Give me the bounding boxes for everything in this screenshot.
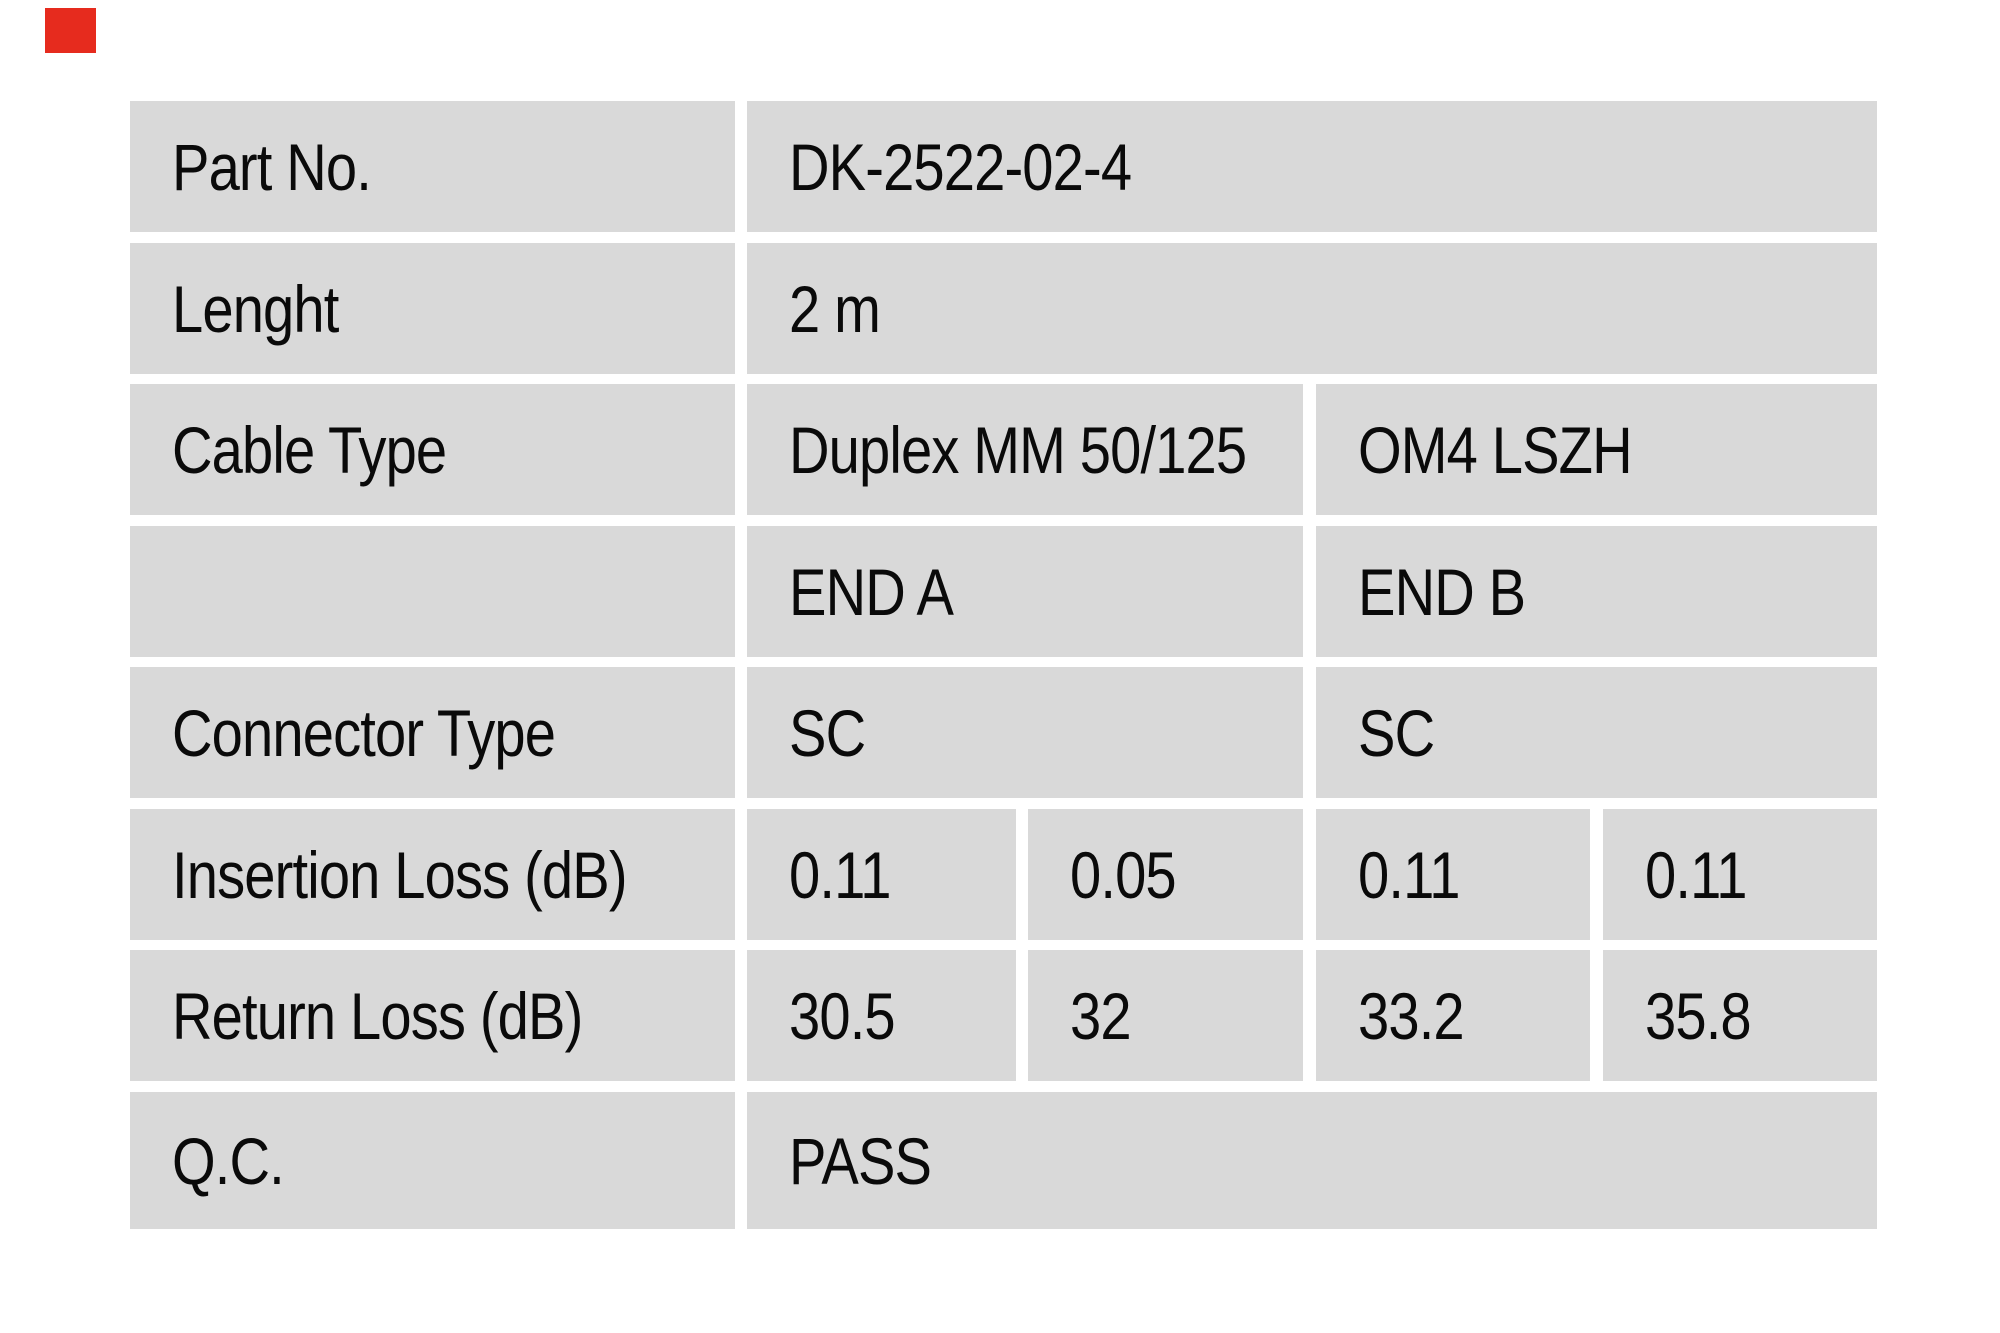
spec-table: Part No. DK-2522-02-4 Lenght 2 m Cable T… [130, 101, 1877, 1229]
return-loss-end-a2-value: 32 [1070, 978, 1132, 1053]
cable-type-end-a-value: Duplex MM 50/125 [789, 412, 1247, 487]
qc-value: PASS [789, 1123, 932, 1198]
return-loss-end-a1-value: 30.5 [789, 978, 896, 1053]
table-row-end-headers: END A END B [130, 526, 1877, 657]
end-b-header-cell: END B [1316, 526, 1877, 657]
insertion-loss-end-b2-value: 0.11 [1645, 837, 1747, 912]
red-logo-mark [45, 8, 96, 53]
cable-type-label: Cable Type [172, 412, 447, 487]
connector-type-label-cell: Connector Type [130, 667, 735, 798]
connector-type-end-b-value: SC [1358, 695, 1435, 770]
connector-type-end-a-cell: SC [747, 667, 1303, 798]
insertion-loss-end-a2-cell: 0.05 [1028, 809, 1303, 940]
return-loss-end-b2-value: 35.8 [1645, 978, 1752, 1053]
return-loss-end-a2-cell: 32 [1028, 950, 1303, 1081]
insertion-loss-end-a2-value: 0.05 [1070, 837, 1177, 912]
cable-type-label-cell: Cable Type [130, 384, 735, 515]
cable-type-end-b-cell: OM4 LSZH [1316, 384, 1877, 515]
cable-type-end-b-value: OM4 LSZH [1358, 412, 1633, 487]
insertion-loss-end-a1-cell: 0.11 [747, 809, 1016, 940]
cable-type-end-a-cell: Duplex MM 50/125 [747, 384, 1303, 515]
qc-value-cell: PASS [747, 1092, 1877, 1229]
table-row-insertion-loss: Insertion Loss (dB) 0.11 0.05 0.11 0.11 [130, 809, 1877, 940]
return-loss-label: Return Loss (dB) [172, 978, 583, 1053]
connector-type-label: Connector Type [172, 695, 556, 770]
insertion-loss-end-b1-value: 0.11 [1358, 837, 1460, 912]
table-row-part-no: Part No. DK-2522-02-4 [130, 101, 1877, 232]
return-loss-end-b2-cell: 35.8 [1603, 950, 1877, 1081]
length-label: Lenght [172, 271, 339, 346]
length-value-cell: 2 m [747, 243, 1877, 374]
part-no-label-cell: Part No. [130, 101, 735, 232]
table-row-return-loss: Return Loss (dB) 30.5 32 33.2 35.8 [130, 950, 1877, 1081]
return-loss-end-b1-value: 33.2 [1358, 978, 1465, 1053]
table-row-qc: Q.C. PASS [130, 1092, 1877, 1229]
part-no-value-cell: DK-2522-02-4 [747, 101, 1877, 232]
return-loss-end-b1-cell: 33.2 [1316, 950, 1590, 1081]
connector-type-end-a-value: SC [789, 695, 866, 770]
insertion-loss-label: Insertion Loss (dB) [172, 837, 628, 912]
insertion-loss-end-b2-cell: 0.11 [1603, 809, 1877, 940]
insertion-loss-end-b1-cell: 0.11 [1316, 809, 1590, 940]
end-a-header-cell: END A [747, 526, 1303, 657]
length-value: 2 m [789, 271, 881, 346]
qc-label: Q.C. [172, 1123, 285, 1198]
table-row-length: Lenght 2 m [130, 243, 1877, 374]
qc-label-cell: Q.C. [130, 1092, 735, 1229]
return-loss-label-cell: Return Loss (dB) [130, 950, 735, 1081]
return-loss-end-a1-cell: 30.5 [747, 950, 1016, 1081]
end-b-header: END B [1358, 554, 1526, 629]
insertion-loss-label-cell: Insertion Loss (dB) [130, 809, 735, 940]
insertion-loss-end-a1-value: 0.11 [789, 837, 891, 912]
length-label-cell: Lenght [130, 243, 735, 374]
part-no-label: Part No. [172, 129, 372, 204]
part-no-value: DK-2522-02-4 [789, 129, 1132, 204]
table-row-connector-type: Connector Type SC SC [130, 667, 1877, 798]
connector-type-end-b-cell: SC [1316, 667, 1877, 798]
end-a-header: END A [789, 554, 954, 629]
table-row-cable-type: Cable Type Duplex MM 50/125 OM4 LSZH [130, 384, 1877, 515]
end-headers-empty-cell [130, 526, 735, 657]
